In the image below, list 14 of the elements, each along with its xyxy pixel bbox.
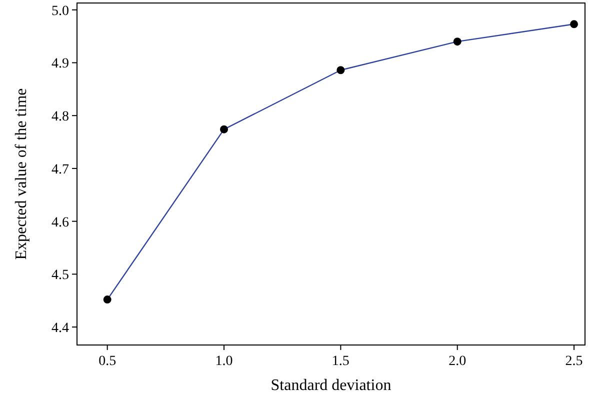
y-tick-label: 4.4	[52, 321, 69, 336]
y-tick-label: 4.5	[52, 268, 69, 284]
x-axis-title: Standard deviation	[270, 377, 392, 394]
x-tick-label: 2.0	[448, 354, 466, 369]
y-tick-label: 4.6	[52, 215, 69, 230]
x-tick-label: 0.5	[98, 354, 116, 369]
y-axis-title: Expected value of the time	[13, 88, 30, 260]
x-tick-label: 1.0	[215, 354, 233, 369]
y-tick-label: 4.9	[52, 56, 69, 72]
x-tick-label: 1.5	[332, 354, 350, 369]
x-tick-label: 2.5	[565, 354, 583, 369]
y-tick-label: 4.7	[52, 162, 69, 178]
y-tick-label: 5.0	[52, 4, 69, 19]
y-tick-label: 4.8	[52, 110, 69, 125]
